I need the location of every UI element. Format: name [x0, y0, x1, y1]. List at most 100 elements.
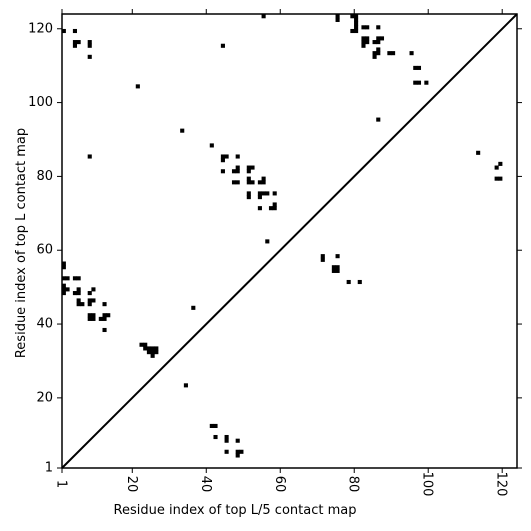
contact-cell — [102, 327, 107, 333]
contact-cell — [498, 176, 503, 181]
contact-cell — [183, 383, 188, 388]
contact-cell — [261, 180, 266, 185]
contact-cell — [335, 254, 340, 259]
contact-cell — [494, 176, 499, 181]
contact-cell — [76, 302, 81, 307]
contact-cell — [150, 353, 155, 358]
contact-cell — [106, 313, 111, 318]
contact-cell — [265, 239, 270, 244]
x-tick-label: 20 — [124, 476, 139, 493]
contact-cell — [150, 346, 155, 351]
contact-cell — [416, 65, 422, 70]
contact-cell — [220, 158, 225, 163]
contact-cell — [220, 169, 225, 174]
contact-cell — [498, 161, 503, 166]
contact-cell — [235, 453, 240, 458]
contact-cell — [61, 287, 66, 292]
contact-cell — [91, 287, 96, 292]
contact-cell — [98, 316, 103, 321]
contact-cell — [146, 346, 151, 351]
contact-cell — [272, 202, 277, 207]
contact-cell — [246, 195, 251, 200]
contact-cell — [91, 316, 96, 321]
x-axis-label: Residue index of top L/5 contact map — [114, 503, 357, 518]
contact-cell — [87, 313, 92, 318]
contact-cell — [76, 298, 81, 303]
contact-cell — [139, 342, 144, 347]
contact-cell — [87, 154, 92, 159]
contact-cell — [346, 279, 351, 285]
contact-cell — [213, 423, 218, 428]
contact-cell — [65, 287, 70, 292]
contact-cell — [61, 283, 66, 288]
x-tick-label: 40 — [198, 476, 213, 493]
contact-cell — [413, 80, 418, 85]
contact-cell — [387, 51, 392, 56]
contact-cell — [261, 176, 266, 181]
contact-cell — [272, 191, 277, 196]
contact-cell — [154, 346, 159, 351]
contact-cell — [372, 51, 377, 56]
contact-cell — [191, 305, 196, 310]
x-tick-label: 120 — [494, 472, 509, 497]
contact-cell — [65, 276, 70, 281]
contact-cell — [320, 257, 325, 262]
contact-cell — [361, 43, 366, 48]
contact-cell — [72, 28, 77, 34]
contact-cell — [331, 268, 336, 273]
contact-cell — [376, 36, 381, 41]
contact-cell — [335, 265, 340, 270]
contact-cell — [265, 191, 270, 196]
contact-cell — [354, 25, 359, 30]
contact-cell — [416, 80, 422, 85]
contact-cell — [213, 434, 218, 440]
contact-cell — [379, 36, 385, 41]
contact-cell — [143, 342, 148, 347]
contact-cell — [409, 51, 414, 56]
contact-cell — [72, 291, 77, 296]
contact-cell — [209, 423, 214, 428]
contact-cell — [76, 276, 81, 281]
contact-cell — [354, 14, 359, 19]
contact-cell — [350, 14, 355, 19]
contact-cell — [220, 43, 225, 48]
contact-cell — [250, 180, 255, 185]
contact-cell — [257, 191, 262, 196]
contact-cell — [235, 169, 240, 174]
contact-cell — [87, 291, 92, 296]
contact-cell — [61, 28, 66, 34]
contact-cell — [235, 165, 240, 170]
y-tick-label: 40 — [36, 317, 53, 332]
diagonal-line — [61, 13, 518, 469]
contact-cell — [261, 191, 266, 196]
x-axis-ticks: 1 20 40 60 80 100 120 — [54, 9, 509, 496]
contact-cell — [250, 165, 255, 170]
contact-cell — [76, 287, 81, 292]
y-tick-label: 60 — [36, 243, 53, 258]
contact-cell — [72, 276, 77, 281]
contact-cell — [76, 291, 81, 296]
contact-cell — [235, 449, 240, 454]
contact-cell — [376, 117, 381, 122]
contact-cell — [87, 316, 92, 321]
contact-cell — [209, 143, 214, 148]
contact-cell — [361, 25, 366, 30]
contact-cell — [154, 350, 159, 355]
contact-cell — [146, 350, 151, 355]
contact-cell — [361, 40, 366, 45]
contact-cell — [376, 25, 381, 30]
x-tick-label: 100 — [420, 472, 435, 497]
contact-cell — [76, 40, 81, 45]
y-axis-label: Residue index of top L contact map — [14, 128, 29, 358]
contact-cell — [239, 449, 244, 454]
contact-cells — [61, 14, 503, 458]
contact-cell — [102, 302, 107, 307]
contact-cell — [143, 346, 148, 351]
contact-cell — [376, 51, 381, 56]
contact-cell — [87, 54, 92, 59]
contact-cell — [494, 165, 499, 170]
contact-cell — [61, 276, 66, 281]
x-tick-label: 1 — [54, 480, 69, 488]
contact-cell — [350, 28, 355, 34]
